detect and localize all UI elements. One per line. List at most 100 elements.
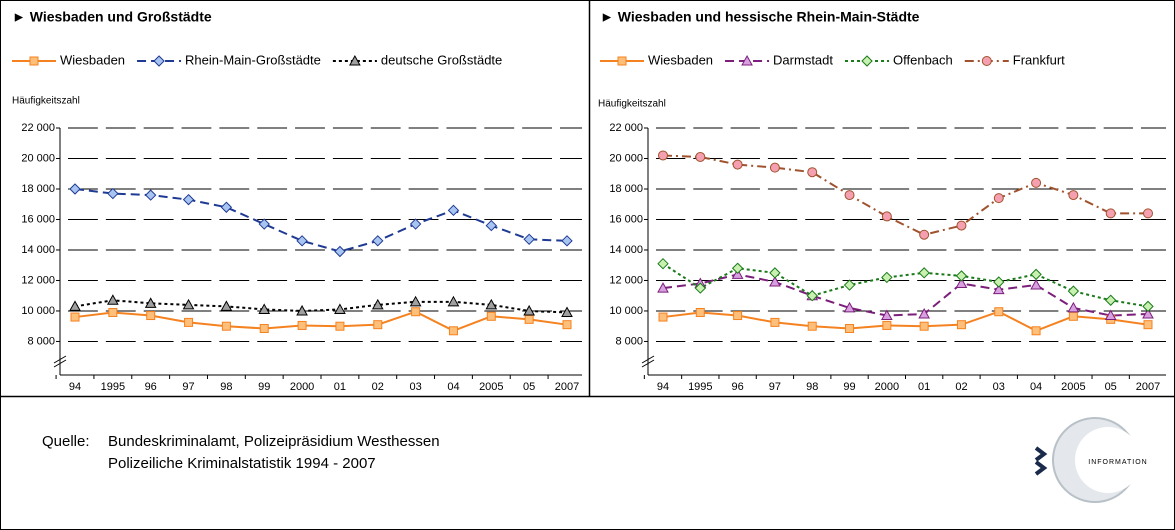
legend-label: Offenbach [893,52,953,67]
y-tick-label: 16 000 [21,213,55,225]
y-tick-label: 12 000 [609,274,643,286]
legend-marker [349,54,361,66]
data-point [695,151,706,162]
data-point [843,279,856,291]
data-point [182,298,195,310]
x-tick-label: 2000 [290,381,314,393]
y-tick-label: 22 000 [609,122,643,134]
x-tick-label: 2000 [875,381,899,393]
x-tick-label: 94 [69,381,81,393]
data-point [258,303,271,314]
data-point [561,306,573,317]
data-point [993,276,1005,288]
data-point [955,270,968,282]
data-point [918,267,930,279]
logo-arrows [1034,446,1048,476]
data-point [1104,309,1117,321]
y-tick-label: 20 000 [21,152,55,164]
data-point [448,326,458,336]
x-tick-label: 01 [334,381,346,393]
y-tick-label: 14 000 [21,244,55,256]
data-point [1031,177,1042,188]
data-point [221,321,231,331]
x-tick-label: 04 [447,381,459,393]
y-axis-label: Häufigkeitszahl [12,96,80,107]
data-point [1030,268,1042,281]
data-point [486,311,496,321]
data-point [1067,301,1080,313]
legend-label: Wiesbaden [60,52,125,67]
data-point [297,320,307,330]
y-tick-label: 10 000 [21,305,55,317]
data-point [258,218,270,230]
source-line: Polizeiliche Kriminalstatistik 1994 - 20… [108,455,376,472]
data-point [919,229,930,240]
data-point [485,219,498,232]
data-point [524,314,534,324]
data-point [1105,208,1116,219]
data-point [411,307,421,317]
y-tick-label: 10 000 [609,305,643,317]
data-point [955,277,968,289]
x-tick-label: 03 [993,381,1005,393]
data-point [182,193,195,206]
data-point [881,211,892,222]
data-point [731,262,744,274]
data-point [334,303,346,314]
x-tick-label: 99 [843,381,855,393]
legend-label: Wiesbaden [648,52,713,67]
legend-label: Rhein-Main-Großstädte [185,52,321,67]
series-line [74,299,568,314]
data-point [1068,190,1079,201]
data-point [1143,320,1153,330]
data-point [993,193,1004,204]
x-tick-label: 04 [1030,381,1042,393]
data-point [562,320,572,330]
series-line [662,273,1149,317]
data-point [70,312,80,322]
data-point [769,275,781,287]
series-line [662,310,1149,332]
data-point [144,297,157,308]
data-point [1067,285,1080,297]
data-point [880,309,893,321]
y-tick-label: 8 000 [615,335,643,347]
data-point [1031,326,1041,336]
legend-marker [617,56,627,66]
legend-marker [153,55,165,67]
logo: INFORMATION [1034,417,1147,503]
x-tick-label: 97 [182,381,194,393]
data-point [919,321,929,331]
logo-text: INFORMATION [1088,459,1147,466]
x-tick-label: 2005 [479,381,503,393]
y-tick-label: 16 000 [609,213,643,225]
data-point [732,159,743,170]
data-point [657,282,669,293]
data-point [770,317,780,327]
data-point [69,183,81,195]
data-point [144,189,157,201]
x-tick-label: 2007 [1136,381,1160,393]
x-tick-label: 97 [769,381,781,393]
data-point [694,282,707,294]
data-point [845,323,855,333]
data-point [658,312,668,322]
data-point [658,150,668,161]
x-tick-label: 01 [918,381,930,393]
x-tick-label: 1995 [101,381,125,393]
data-point [992,283,1005,295]
data-point [657,257,669,270]
data-point [334,245,346,258]
y-tick-label: 12 000 [21,274,55,286]
data-point [447,204,460,217]
data-point [1142,300,1154,313]
data-point [146,311,156,321]
axis-break [53,355,67,368]
data-point [296,235,308,247]
data-point [107,187,119,200]
data-point [733,311,743,321]
y-tick-label: 22 000 [21,122,55,134]
data-point [372,235,384,247]
legend-label: Frankfurt [1013,52,1065,67]
chart-title: ► Wiesbaden und hessische Rhein-Main-Stä… [600,9,920,25]
